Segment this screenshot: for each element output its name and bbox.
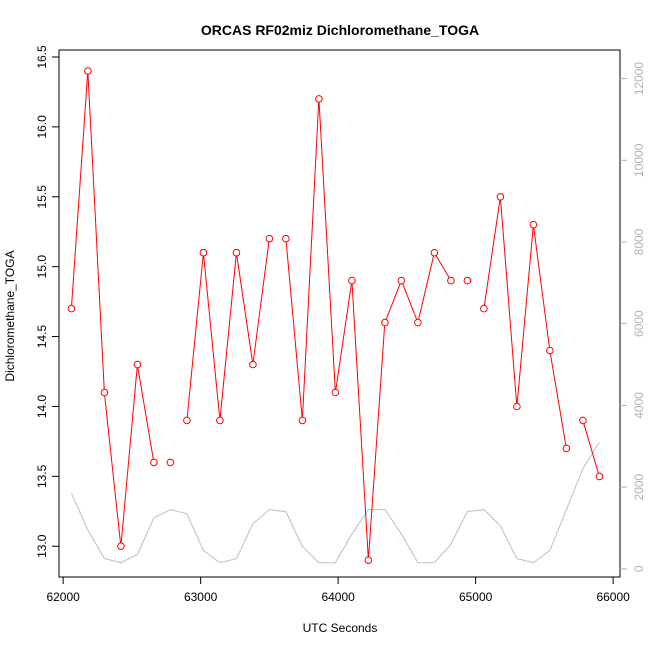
dichloromethane-point	[546, 346, 554, 355]
dichloromethane-point	[496, 193, 505, 201]
dichloromethane-point	[117, 542, 125, 551]
y2-tick-label: 0	[632, 565, 646, 572]
dichloromethane-segment	[137, 367, 154, 460]
dichloromethane-point	[298, 416, 307, 425]
y-axis-label: Dichloromethane_TOGA	[3, 250, 17, 381]
plot-frame	[58, 49, 621, 578]
y-tick-label: 13.0	[35, 534, 49, 558]
dichloromethane-segment	[285, 241, 303, 418]
x-tick-label: 66000	[596, 590, 630, 604]
dichloromethane-segment	[104, 395, 121, 544]
dichloromethane-point	[447, 276, 455, 285]
y-tick-label: 16.5	[35, 45, 49, 69]
dichloromethane-point	[84, 67, 92, 75]
dichloromethane-point	[199, 248, 208, 257]
dichloromethane-segment	[71, 74, 89, 306]
altitude-series-line	[70, 441, 600, 564]
y-tick-label: 14.5	[35, 325, 49, 349]
dichloromethane-point	[595, 472, 604, 481]
x-axis-label: UTC Seconds	[303, 621, 378, 635]
dichloromethane-point	[463, 276, 472, 285]
chart-title: ORCAS RF02miz Dichloromethane_TOGA	[201, 22, 479, 38]
dichloromethane-segment	[500, 200, 518, 404]
dichloromethane-segment	[252, 241, 270, 362]
dichloromethane-segment	[402, 283, 418, 320]
dichloromethane-point	[430, 248, 439, 257]
dichloromethane-point	[348, 276, 356, 285]
y-tick-label: 15.5	[35, 185, 49, 209]
dichloromethane-segment	[219, 255, 237, 418]
dichloromethane-segment	[87, 74, 105, 390]
dichloromethane-segment	[302, 102, 320, 418]
dichloromethane-segment	[186, 255, 204, 418]
y-tick-label: 14.0	[35, 394, 49, 418]
y2-tick-label: 10000	[632, 143, 646, 177]
dichloromethane-segment	[583, 423, 599, 474]
y2-tick-label: 4000	[632, 392, 646, 419]
dichloromethane-point	[397, 276, 406, 285]
y2-tick-label: 8000	[632, 228, 646, 255]
dichloromethane-point	[529, 220, 538, 229]
dichloromethane-point	[183, 416, 191, 425]
y-tick-label: 15.0	[35, 255, 49, 279]
dichloromethane-segment	[318, 102, 336, 390]
plot-area: 62000 63000 64000 65000 66000 13.0 13.5 14.0 14.…	[35, 45, 646, 604]
x-tick-label: 64000	[321, 590, 355, 604]
dichloromethane-point	[249, 360, 257, 369]
dichloromethane-segment	[516, 227, 534, 404]
dichloromethane-point	[562, 444, 571, 453]
dichloromethane-segment	[435, 255, 450, 279]
x-tick-label: 63000	[184, 590, 218, 604]
dichloromethane-point	[133, 360, 142, 369]
y2-tick-label: 6000	[632, 310, 646, 337]
y-tick-label: 13.5	[35, 464, 49, 488]
dichloromethane-segment	[368, 325, 386, 557]
x-tick-label: 62000	[46, 590, 80, 604]
dichloromethane-point	[216, 416, 224, 425]
dichloromethane-segment	[236, 255, 253, 362]
dichloromethane-point	[381, 318, 389, 327]
dichloromethane-point	[232, 248, 241, 257]
y2-tick-label: 12000	[632, 62, 646, 96]
dichloromethane-point	[265, 234, 274, 243]
dichloromethane-point	[513, 402, 521, 411]
dichloromethane-point	[414, 318, 422, 327]
dichloromethane-segment	[335, 283, 352, 390]
dichloromethane-point	[480, 304, 488, 313]
dichloromethane-point	[150, 458, 158, 467]
dichloromethane-point	[315, 95, 323, 103]
dichloromethane-segment	[203, 255, 221, 418]
dichloromethane-segment	[418, 255, 435, 320]
dichloromethane-point	[166, 458, 175, 467]
dichloromethane-segment	[533, 227, 550, 348]
x-tick-label: 65000	[459, 590, 493, 604]
dichloromethane-segment	[385, 283, 401, 320]
dichloromethane-point	[579, 416, 587, 425]
dichloromethane-point	[364, 556, 373, 565]
y2-tick-label: 2000	[632, 473, 646, 500]
dichloromethane-point	[331, 388, 340, 397]
dichloromethane-segment	[483, 199, 501, 306]
dichloromethane-segment	[549, 353, 567, 446]
y-tick-label: 16.0	[35, 115, 49, 139]
dichloromethane-point	[67, 304, 76, 313]
dichloromethane-segment	[120, 367, 138, 544]
dichloromethane-point	[282, 234, 290, 243]
dichloromethane-point	[100, 388, 109, 397]
dichloromethane-segment	[351, 283, 369, 557]
